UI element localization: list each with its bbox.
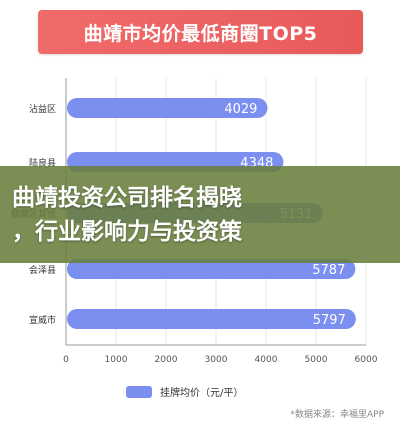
x-tick-label: 0 — [63, 355, 69, 365]
x-tick-labels: 0 1000 2000 3000 4000 5000 6000 — [63, 355, 378, 365]
x-tick-label: 2000 — [155, 355, 178, 365]
x-tick-label: 5000 — [305, 355, 328, 365]
category-label: 沾益区 — [29, 103, 56, 115]
bar — [67, 259, 356, 279]
headline-line-1: 曲靖投资公司排名揭晓 — [12, 184, 242, 211]
x-tick-label: 4000 — [255, 355, 278, 365]
bar-value-label: 4029 — [224, 102, 257, 117]
legend-label: 挂牌均价（元/平） — [160, 386, 243, 399]
x-tick-label: 6000 — [355, 355, 378, 365]
legend-swatch — [126, 386, 152, 398]
chart-title: 曲靖市均价最低商圈TOP5 — [83, 22, 318, 45]
legend: 挂牌均价（元/平） — [126, 386, 243, 399]
title-banner: 曲靖市均价最低商圈TOP5 — [38, 10, 363, 54]
category-label: 会泽县 — [29, 264, 56, 276]
bar — [67, 98, 268, 118]
x-tick-label: 3000 — [205, 355, 228, 365]
data-source-note: *数据来源：幸福里APP — [290, 410, 384, 420]
bar-value-label: 5787 — [312, 263, 345, 278]
bar — [67, 309, 356, 329]
bar-value-label: 5797 — [313, 313, 346, 328]
x-tick-label: 1000 — [105, 355, 128, 365]
headline-overlay: 曲靖投资公司排名揭晓 ，行业影响力与投资策 — [0, 166, 400, 263]
category-label: 宣威市 — [29, 314, 56, 326]
headline-line-2: ，行业影响力与投资策 — [12, 218, 242, 245]
